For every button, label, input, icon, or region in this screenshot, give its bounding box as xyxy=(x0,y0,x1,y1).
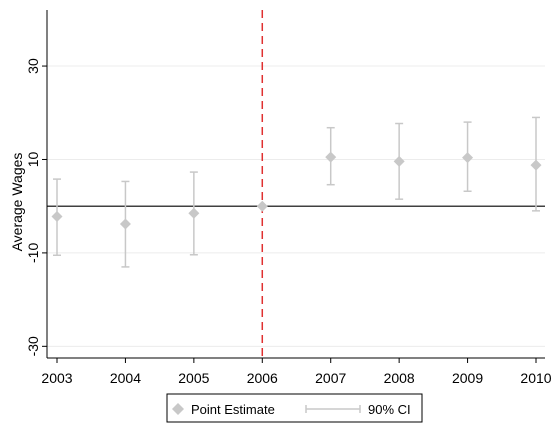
point-estimate-diamond xyxy=(530,159,542,171)
y-tick-label: -30 xyxy=(25,336,41,356)
data-marks xyxy=(51,116,542,268)
point-estimate-diamond xyxy=(119,218,131,230)
x-tick-label: 2003 xyxy=(41,370,72,386)
x-tick-label: 2009 xyxy=(452,370,483,386)
point-estimate-diamond xyxy=(393,155,405,167)
y-tick-label: -10 xyxy=(25,243,41,263)
legend: Point Estimate 90% CI xyxy=(166,393,423,423)
legend-diamond-icon xyxy=(172,403,184,415)
point-estimate-diamond xyxy=(188,207,200,219)
legend-box xyxy=(166,393,423,423)
legend-90ci: 90% CI xyxy=(368,402,411,417)
gridlines xyxy=(47,65,545,347)
legend-point-estimate: Point Estimate xyxy=(191,402,275,417)
x-tick-label: 2007 xyxy=(315,370,346,386)
x-tick-label: 2006 xyxy=(247,370,278,386)
x-tick-label: 2010 xyxy=(520,370,551,386)
point-estimate-diamond xyxy=(462,152,474,164)
point-estimate-diamond xyxy=(51,210,63,222)
point-estimate-diamond xyxy=(325,151,337,163)
x-tick-label: 2004 xyxy=(110,370,141,386)
y-axis-label: Average Wages xyxy=(9,153,25,252)
y-tick-label: 30 xyxy=(25,58,41,74)
y-tick-label: 10 xyxy=(25,151,41,167)
x-tick-label: 2005 xyxy=(178,370,209,386)
point-estimate-diamond xyxy=(256,200,268,212)
axes: -30 -10 10 30 2003 2004 2005 2006 2007 2008 2009 20… xyxy=(25,10,551,386)
reference-lines xyxy=(47,10,545,358)
x-tick-label: 2008 xyxy=(384,370,415,386)
